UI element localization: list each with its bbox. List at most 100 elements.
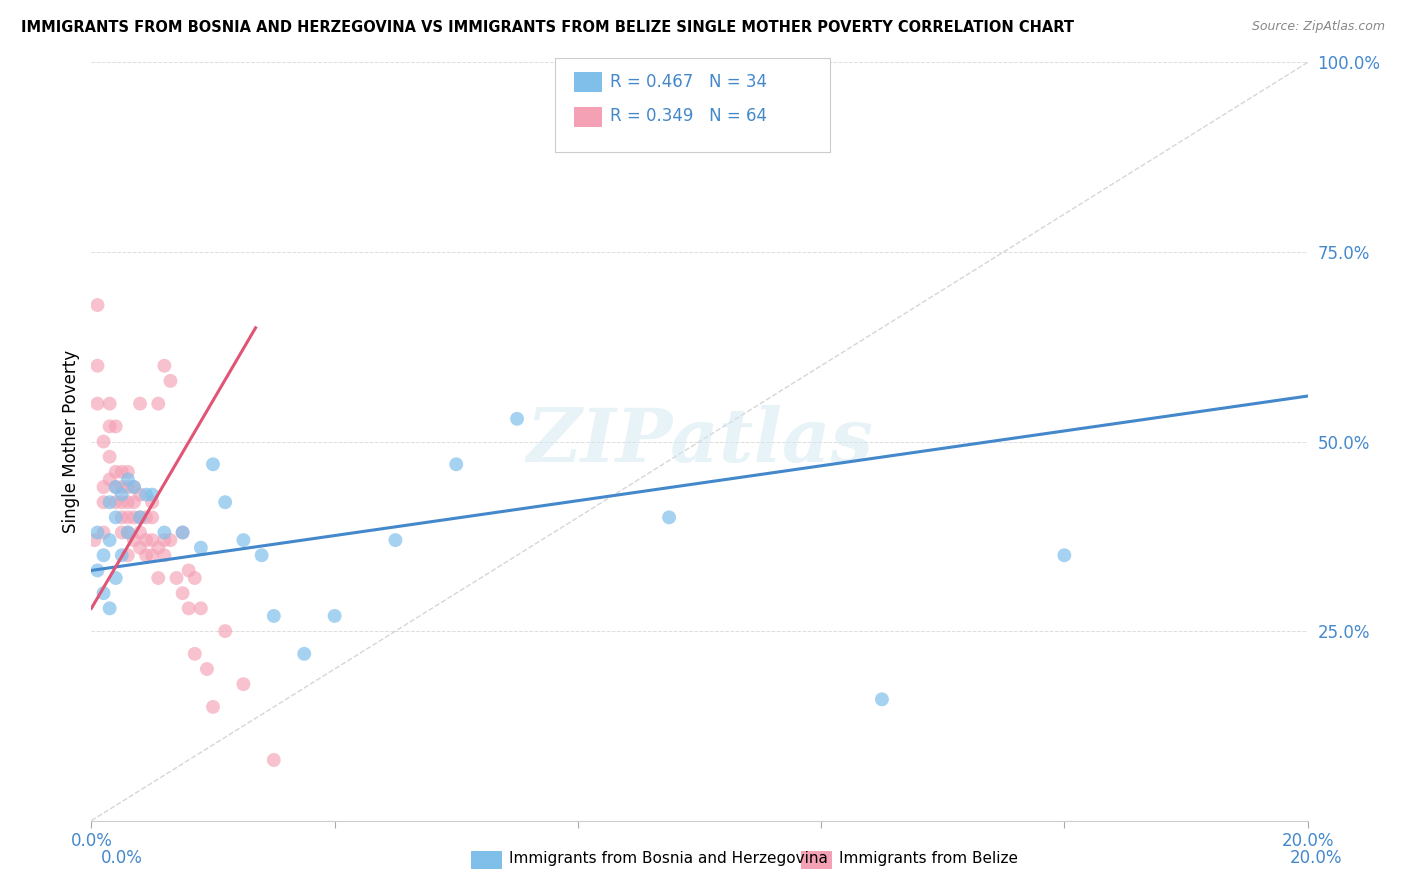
- Point: [98, 495, 121, 509]
- Point: [98, 533, 121, 548]
- Point: [93, 495, 115, 509]
- Y-axis label: Single Mother Poverty: Single Mother Poverty: [62, 350, 80, 533]
- Point: [104, 419, 127, 434]
- Point: [93, 480, 115, 494]
- Point: [98, 601, 121, 615]
- Point: [122, 510, 145, 524]
- Point: [122, 533, 145, 548]
- Point: [93, 525, 115, 540]
- Point: [153, 359, 176, 373]
- Point: [153, 533, 176, 548]
- Point: [117, 465, 139, 479]
- Point: [122, 495, 145, 509]
- Text: ZIPatlas: ZIPatlas: [526, 405, 873, 478]
- Text: Immigrants from Belize: Immigrants from Belize: [839, 852, 1018, 866]
- Text: 0.0%: 0.0%: [101, 849, 143, 867]
- Point: [141, 495, 163, 509]
- Point: [117, 510, 139, 524]
- Text: IMMIGRANTS FROM BOSNIA AND HERZEGOVINA VS IMMIGRANTS FROM BELIZE SINGLE MOTHER P: IMMIGRANTS FROM BOSNIA AND HERZEGOVINA V…: [21, 20, 1074, 35]
- Point: [135, 533, 157, 548]
- Point: [122, 480, 145, 494]
- Point: [384, 533, 406, 548]
- Point: [111, 465, 134, 479]
- Point: [104, 510, 127, 524]
- Point: [141, 510, 163, 524]
- Point: [135, 548, 157, 563]
- Point: [148, 541, 170, 555]
- Point: [111, 487, 134, 501]
- Point: [129, 510, 152, 524]
- Point: [506, 412, 529, 426]
- Text: R = 0.349   N = 64: R = 0.349 N = 64: [610, 107, 768, 125]
- Point: [104, 480, 127, 494]
- Point: [111, 495, 134, 509]
- Point: [250, 548, 273, 563]
- Point: [172, 525, 194, 540]
- Point: [98, 419, 121, 434]
- Point: [117, 480, 139, 494]
- Point: [214, 495, 236, 509]
- Point: [184, 647, 207, 661]
- Point: [1053, 548, 1076, 563]
- Point: [83, 533, 105, 548]
- Point: [86, 564, 108, 578]
- Point: [86, 298, 108, 312]
- Point: [104, 571, 127, 585]
- Point: [86, 396, 108, 410]
- Point: [104, 495, 127, 509]
- Point: [177, 601, 200, 615]
- Point: [117, 525, 139, 540]
- Point: [184, 571, 207, 585]
- Point: [177, 564, 200, 578]
- Point: [153, 548, 176, 563]
- Point: [111, 525, 134, 540]
- Point: [122, 480, 145, 494]
- Point: [214, 624, 236, 639]
- Point: [232, 677, 254, 691]
- Point: [104, 480, 127, 494]
- Point: [141, 533, 163, 548]
- Point: [195, 662, 218, 676]
- Point: [98, 473, 121, 487]
- Point: [93, 586, 115, 600]
- Point: [172, 525, 194, 540]
- Point: [159, 374, 181, 388]
- Text: R = 0.467   N = 34: R = 0.467 N = 34: [610, 73, 768, 91]
- Point: [129, 525, 152, 540]
- Point: [263, 753, 285, 767]
- Text: 20.0%: 20.0%: [1291, 849, 1343, 867]
- Point: [148, 571, 170, 585]
- Text: Source: ZipAtlas.com: Source: ZipAtlas.com: [1251, 20, 1385, 33]
- Point: [292, 647, 315, 661]
- Text: Immigrants from Bosnia and Herzegovina: Immigrants from Bosnia and Herzegovina: [509, 852, 828, 866]
- Point: [129, 396, 152, 410]
- Point: [111, 480, 134, 494]
- Point: [86, 359, 108, 373]
- Point: [117, 495, 139, 509]
- Point: [232, 533, 254, 548]
- Point: [117, 548, 139, 563]
- Point: [444, 458, 467, 472]
- Point: [870, 692, 893, 706]
- Point: [98, 396, 121, 410]
- Point: [86, 525, 108, 540]
- Point: [153, 525, 176, 540]
- Point: [166, 571, 188, 585]
- Point: [190, 541, 212, 555]
- Point: [104, 465, 127, 479]
- Point: [135, 510, 157, 524]
- Point: [159, 533, 181, 548]
- Point: [658, 510, 681, 524]
- Point: [202, 458, 225, 472]
- Point: [190, 601, 212, 615]
- Point: [129, 510, 152, 524]
- Point: [129, 541, 152, 555]
- Point: [111, 510, 134, 524]
- Point: [111, 548, 134, 563]
- Point: [117, 525, 139, 540]
- Point: [148, 396, 170, 410]
- Point: [135, 487, 157, 501]
- Point: [129, 487, 152, 501]
- Point: [93, 434, 115, 449]
- Point: [323, 608, 346, 623]
